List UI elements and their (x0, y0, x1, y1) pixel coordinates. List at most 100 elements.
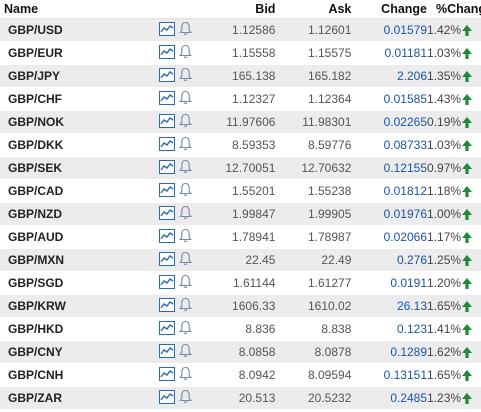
bell-icon[interactable] (178, 159, 192, 174)
chart-icon[interactable] (158, 113, 175, 128)
header-bid[interactable]: Bid (202, 0, 279, 19)
bell-icon[interactable] (178, 320, 192, 335)
table-row[interactable]: GBP/USD 1.12586 1.12601 0.01579 (0, 18, 481, 42)
trend-cell (453, 317, 481, 341)
bell-icon[interactable] (178, 205, 192, 220)
change-value: 0.01976 (354, 202, 428, 226)
table-row[interactable]: GBP/CHF 1.12327 1.12364 0.01585 (0, 87, 481, 111)
bell-icon[interactable] (178, 44, 192, 59)
up-arrow-icon (462, 253, 473, 267)
chart-icon[interactable] (158, 297, 175, 312)
pair-name[interactable]: GBP/CAD (0, 179, 139, 203)
bid-value: 1.12586 (202, 18, 279, 42)
table-row[interactable]: GBP/MXN 22.45 22.49 0.276 1. (0, 248, 481, 272)
chart-icon[interactable] (158, 67, 175, 82)
table-row[interactable]: GBP/CAD 1.55201 1.55238 0.01812 (0, 179, 481, 203)
table-row[interactable]: GBP/DKK 8.59353 8.59776 0.08733 (0, 133, 481, 157)
chart-icon[interactable] (158, 389, 175, 404)
table-row[interactable]: GBP/NOK 11.97606 11.98301 0.0226 (0, 110, 481, 134)
pair-name[interactable]: GBP/MXN (0, 248, 139, 272)
pair-name[interactable]: GBP/CHF (0, 87, 139, 111)
chart-icon[interactable] (158, 251, 175, 266)
table-row[interactable]: GBP/EUR 1.15558 1.15575 0.01181 (0, 41, 481, 65)
pct-change-value: 1.62% (427, 340, 461, 364)
bell-icon[interactable] (178, 136, 192, 151)
bell-icon[interactable] (178, 297, 192, 312)
table-row[interactable]: GBP/JPY 165.138 165.182 2.206 (0, 64, 481, 88)
bell-icon[interactable] (178, 113, 192, 128)
table-row[interactable]: GBP/AUD 1.78941 1.78987 0.02066 (0, 225, 481, 249)
change-value: 2.206 (354, 64, 428, 88)
table-row[interactable]: GBP/KRW 1606.33 1610.02 26.13 (0, 294, 481, 318)
bell-icon[interactable] (178, 274, 192, 289)
pair-name[interactable]: GBP/NOK (0, 110, 139, 134)
ask-value: 20.5232 (278, 386, 355, 409)
chart-icon[interactable] (158, 228, 175, 243)
trend-cell (453, 340, 481, 364)
trend-cell (453, 133, 481, 157)
chart-icon[interactable] (158, 320, 175, 335)
header-ask[interactable]: Ask (278, 0, 355, 19)
chart-icon[interactable] (158, 44, 175, 59)
pair-name[interactable]: GBP/USD (0, 18, 139, 42)
bell-icon[interactable] (178, 343, 192, 358)
pair-name[interactable]: GBP/HKD (0, 317, 139, 341)
change-value: 0.13151 (354, 363, 428, 387)
chart-icon[interactable] (158, 366, 175, 381)
trend-cell (453, 202, 481, 226)
bell-icon[interactable] (178, 389, 192, 404)
trend-cell (453, 110, 481, 134)
table-row[interactable]: GBP/HKD 8.836 8.838 0.123 1. (0, 317, 481, 341)
table-body: GBP/USD 1.12586 1.12601 0.01579 (0, 18, 481, 409)
pair-name[interactable]: GBP/CNH (0, 363, 139, 387)
up-arrow-icon (462, 368, 473, 382)
chart-icon[interactable] (158, 205, 175, 220)
chart-icon[interactable] (158, 182, 175, 197)
pair-name[interactable]: GBP/DKK (0, 133, 139, 157)
row-tools (138, 87, 203, 111)
pct-change-value: 1.25% (427, 248, 461, 272)
pair-name[interactable]: GBP/NZD (0, 202, 139, 226)
bell-icon[interactable] (178, 182, 192, 197)
chart-icon[interactable] (158, 274, 175, 289)
pair-name[interactable]: GBP/EUR (0, 41, 139, 65)
change-value: 0.01181 (354, 41, 428, 65)
pair-name[interactable]: GBP/ZAR (0, 386, 139, 409)
up-arrow-icon (462, 46, 473, 60)
trend-cell (453, 386, 481, 409)
pct-change-value: 1.20% (427, 271, 461, 295)
pct-change-value: 1.23% (427, 386, 461, 409)
row-tools (138, 340, 203, 364)
chart-icon[interactable] (158, 90, 175, 105)
bell-icon[interactable] (178, 90, 192, 105)
pair-name[interactable]: GBP/JPY (0, 64, 139, 88)
ask-value: 1.78987 (278, 225, 355, 249)
table-row[interactable]: GBP/SEK 12.70051 12.70632 0.1215 (0, 156, 481, 180)
row-tools (138, 202, 203, 226)
chart-icon[interactable] (158, 21, 175, 36)
chart-icon[interactable] (158, 159, 175, 174)
table-row[interactable]: GBP/CNH 8.0942 8.09594 0.13151 (0, 363, 481, 387)
bell-icon[interactable] (178, 251, 192, 266)
bell-icon[interactable] (178, 366, 192, 381)
header-change[interactable]: Change (354, 0, 428, 19)
bell-icon[interactable] (178, 21, 192, 36)
table-row[interactable]: GBP/SGD 1.61144 1.61277 0.0191 (0, 271, 481, 295)
header-name[interactable]: Name (0, 0, 139, 19)
pair-name[interactable]: GBP/SEK (0, 156, 139, 180)
chart-icon[interactable] (158, 343, 175, 358)
table-row[interactable]: GBP/CNY 8.0858 8.0878 0.1289 (0, 340, 481, 364)
table-row[interactable]: GBP/ZAR 20.513 20.5232 0.2485 (0, 386, 481, 409)
bell-icon[interactable] (178, 67, 192, 82)
pair-name[interactable]: GBP/SGD (0, 271, 139, 295)
pair-name[interactable]: GBP/CNY (0, 340, 139, 364)
table-row[interactable]: GBP/NZD 1.99847 1.99905 0.01976 (0, 202, 481, 226)
header-pct-change[interactable]: %Change (427, 0, 481, 19)
pct-change-value: 1.42% (427, 18, 461, 42)
trend-cell (453, 248, 481, 272)
pair-name[interactable]: GBP/AUD (0, 225, 139, 249)
pair-name[interactable]: GBP/KRW (0, 294, 139, 318)
bell-icon[interactable] (178, 228, 192, 243)
chart-icon[interactable] (158, 136, 175, 151)
